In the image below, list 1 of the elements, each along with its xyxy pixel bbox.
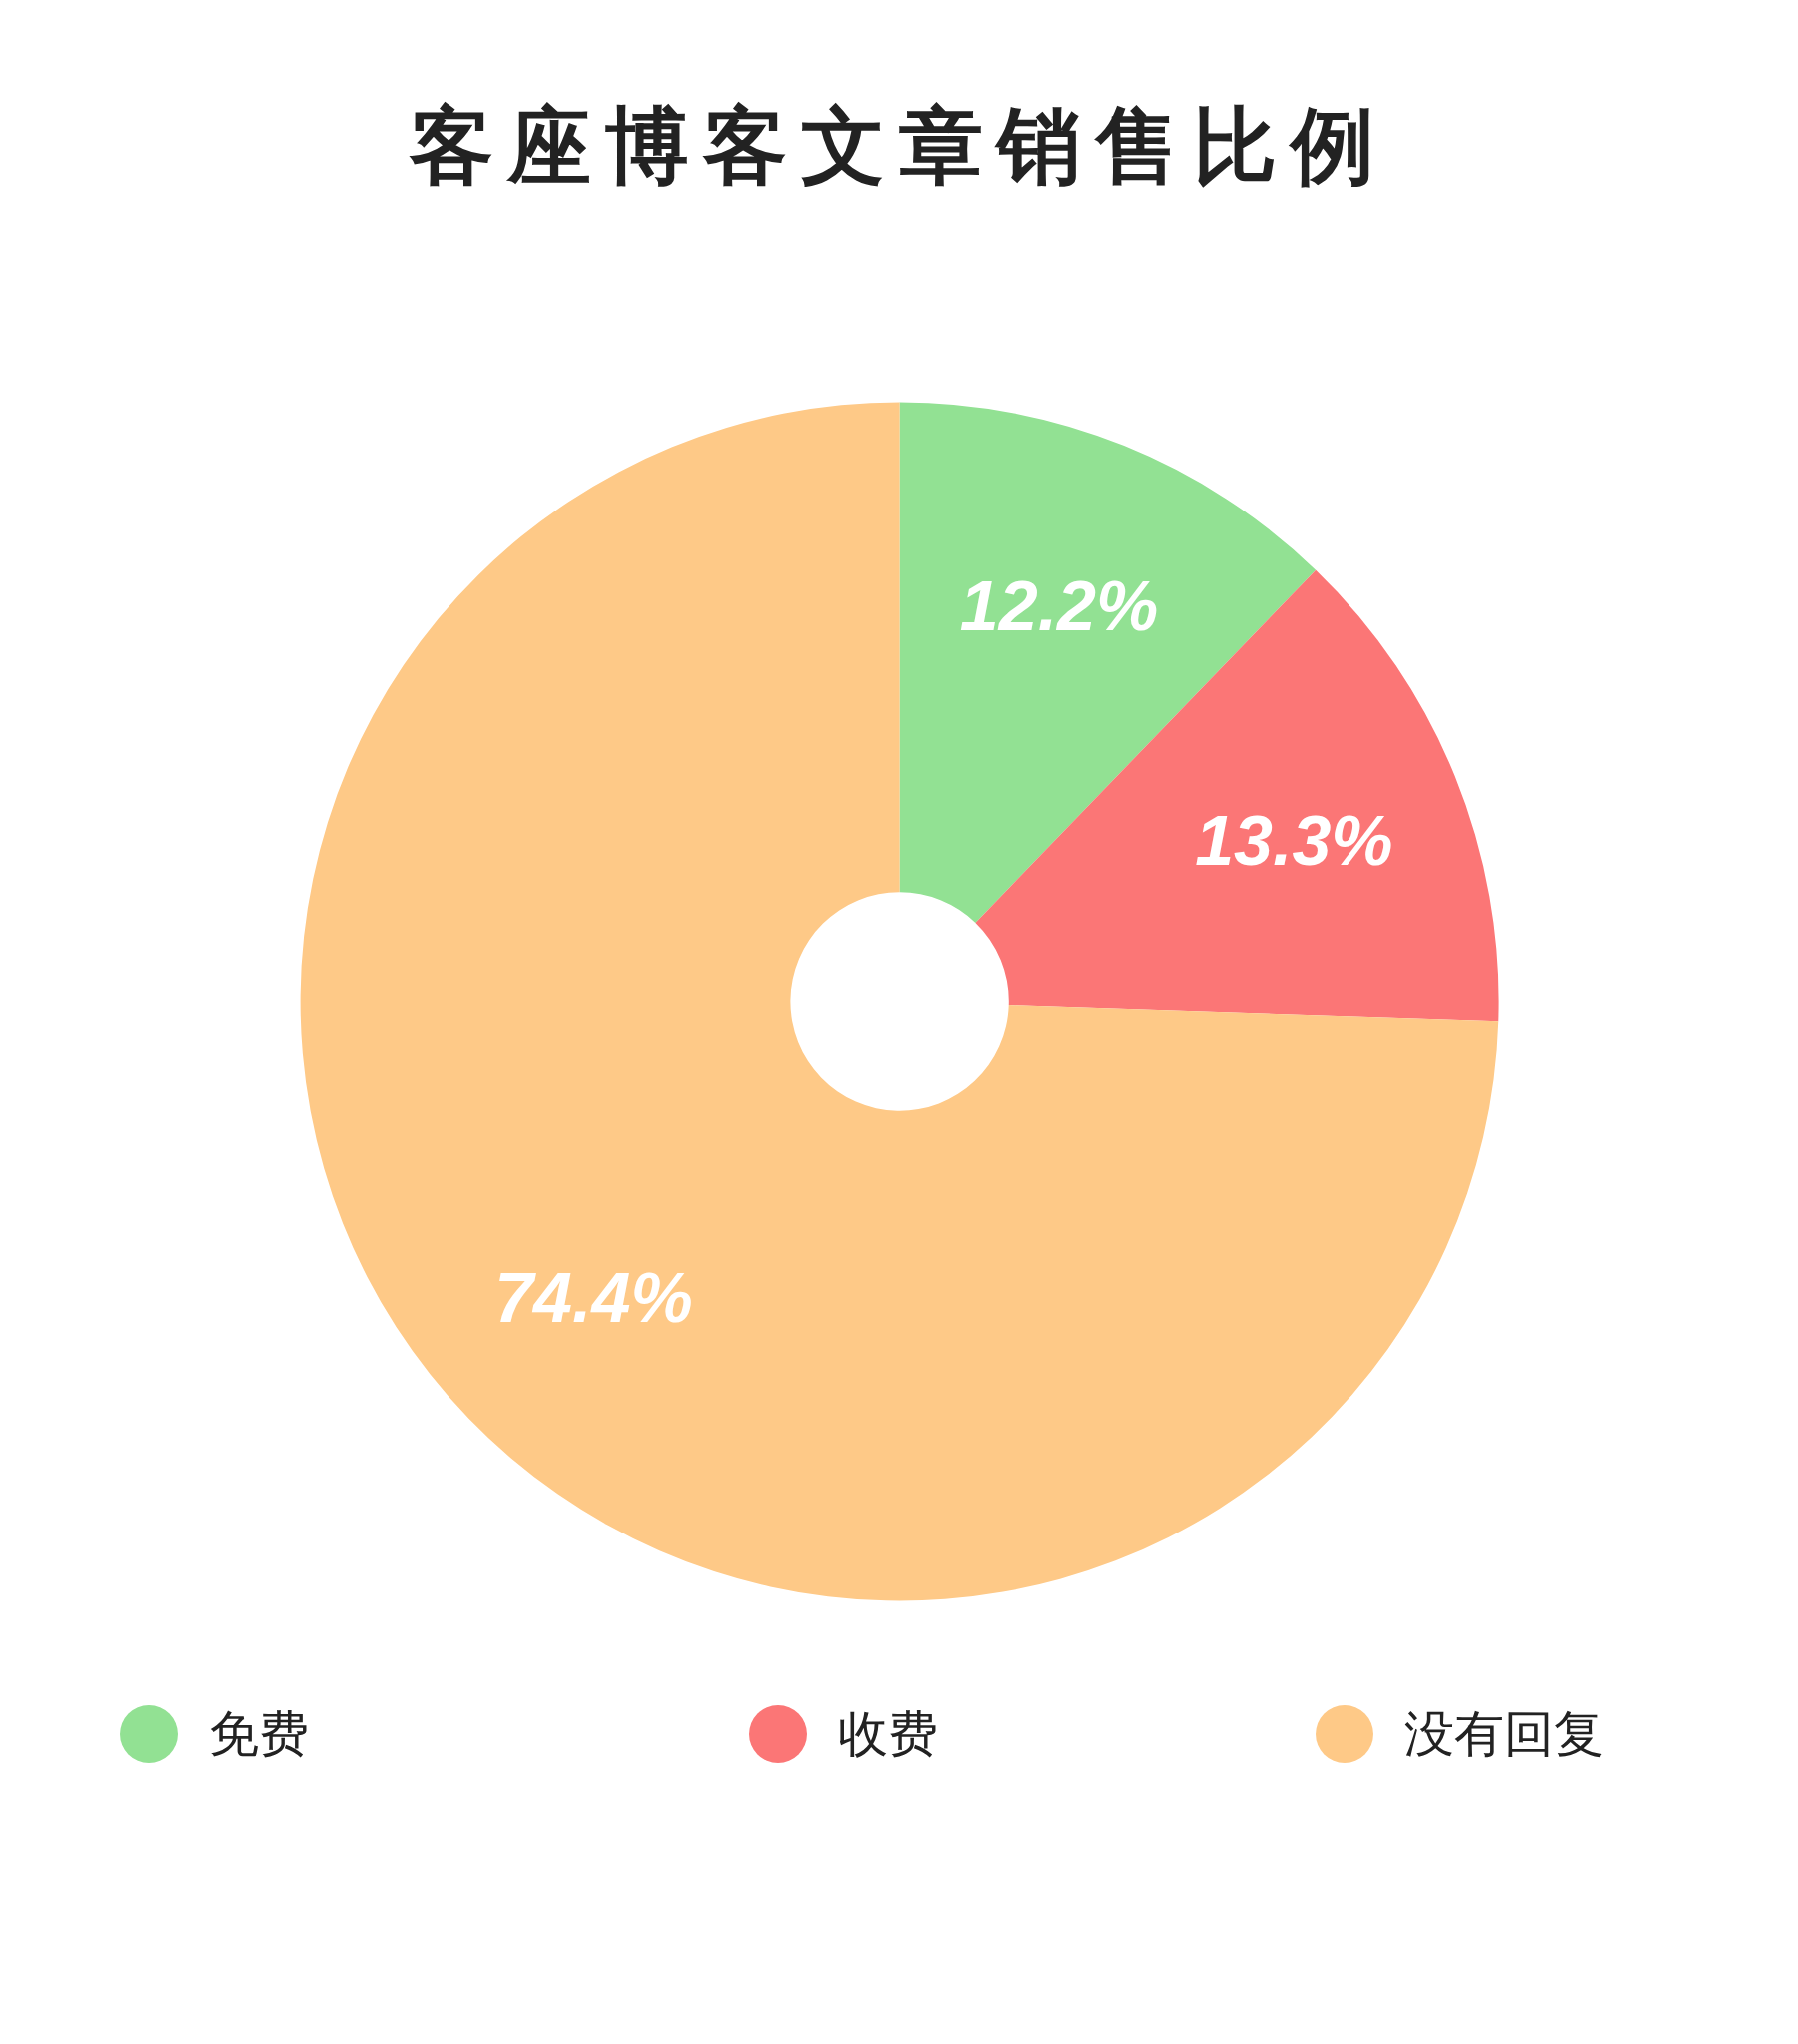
- title: 客座博客文章销售比例: [410, 97, 1388, 195]
